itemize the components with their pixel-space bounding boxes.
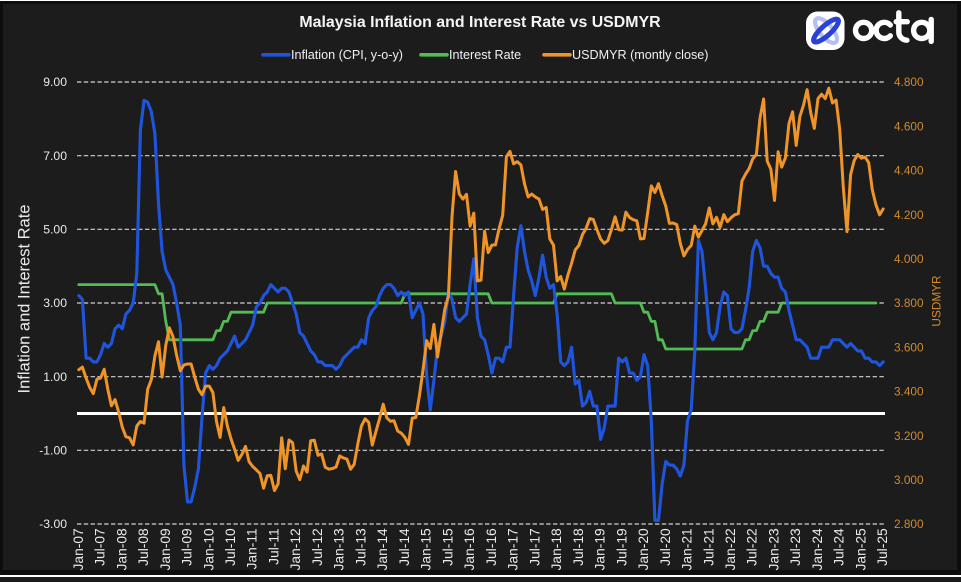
svg-text:Jul-19: Jul-19 <box>614 528 629 566</box>
svg-text:4.800: 4.800 <box>894 75 924 89</box>
svg-text:Jul-20: Jul-20 <box>658 528 673 566</box>
svg-text:5.00: 5.00 <box>43 223 67 237</box>
svg-text:Jan-13: Jan-13 <box>332 528 347 571</box>
svg-text:Interest Rate: Interest Rate <box>449 48 521 62</box>
svg-text:Jan-22: Jan-22 <box>723 528 738 570</box>
svg-text:2.800: 2.800 <box>894 517 924 531</box>
svg-text:Jan-08: Jan-08 <box>114 528 129 571</box>
svg-text:Jul-13: Jul-13 <box>353 528 368 566</box>
svg-text:Inflation (CPI, y-o-y): Inflation (CPI, y-o-y) <box>291 48 403 62</box>
svg-text:Jan-11: Jan-11 <box>245 528 260 569</box>
svg-text:4.000: 4.000 <box>894 252 924 266</box>
svg-text:Jul-15: Jul-15 <box>440 528 455 566</box>
svg-text:9.00: 9.00 <box>43 75 67 89</box>
svg-text:4.200: 4.200 <box>894 208 924 222</box>
svg-text:Jan-16: Jan-16 <box>462 528 477 571</box>
svg-text:3.800: 3.800 <box>894 296 924 310</box>
svg-text:Jul-16: Jul-16 <box>484 528 499 566</box>
svg-text:3.600: 3.600 <box>894 340 924 354</box>
svg-text:Jul-21: Jul-21 <box>701 528 716 566</box>
svg-text:Jan-15: Jan-15 <box>419 528 434 571</box>
svg-text:Jul-12: Jul-12 <box>310 528 325 566</box>
svg-text:-3.00: -3.00 <box>39 517 67 531</box>
svg-text:Jul-11: Jul-11 <box>267 528 282 565</box>
svg-text:Jan-10: Jan-10 <box>201 528 216 571</box>
svg-text:Jan-19: Jan-19 <box>593 528 608 571</box>
svg-text:Jan-14: Jan-14 <box>375 528 390 571</box>
svg-text:USDMYR: USDMYR <box>930 275 944 326</box>
svg-text:3.200: 3.200 <box>894 429 924 443</box>
svg-text:Jan-20: Jan-20 <box>636 528 651 571</box>
svg-text:Jan-18: Jan-18 <box>549 528 564 571</box>
svg-text:4.600: 4.600 <box>894 119 924 133</box>
svg-text:Jan-17: Jan-17 <box>506 528 521 570</box>
svg-text:3.00: 3.00 <box>43 296 67 310</box>
svg-text:Malaysia Inflation and Interes: Malaysia Inflation and Interest Rate vs … <box>299 14 661 31</box>
svg-text:4.400: 4.400 <box>894 164 924 178</box>
svg-text:USDMYR (montly close): USDMYR (montly close) <box>572 48 708 62</box>
svg-text:-1.00: -1.00 <box>39 444 67 458</box>
svg-text:Jul-23: Jul-23 <box>788 528 803 566</box>
svg-text:Jul-25: Jul-25 <box>875 528 890 566</box>
svg-text:Jul-14: Jul-14 <box>397 528 412 566</box>
svg-text:Jan-21: Jan-21 <box>680 528 695 570</box>
svg-text:Jul-18: Jul-18 <box>571 528 586 566</box>
svg-text:Jul-10: Jul-10 <box>223 528 238 566</box>
svg-text:Jul-17: Jul-17 <box>527 528 542 566</box>
svg-text:Jul-07: Jul-07 <box>93 528 108 566</box>
svg-text:Jan-23: Jan-23 <box>767 528 782 571</box>
svg-text:Jul-22: Jul-22 <box>745 528 760 566</box>
svg-text:Jan-24: Jan-24 <box>810 528 825 571</box>
svg-text:3.000: 3.000 <box>894 473 924 487</box>
svg-text:Jan-09: Jan-09 <box>158 528 173 571</box>
svg-text:1.00: 1.00 <box>43 370 67 384</box>
svg-text:Jan-25: Jan-25 <box>853 528 868 571</box>
svg-text:Jan-07: Jan-07 <box>71 528 86 570</box>
svg-text:7.00: 7.00 <box>43 149 67 163</box>
svg-text:Jul-24: Jul-24 <box>832 528 847 566</box>
svg-text:3.400: 3.400 <box>894 385 924 399</box>
svg-text:Jul-09: Jul-09 <box>180 528 195 566</box>
svg-text:Jul-08: Jul-08 <box>136 528 151 566</box>
svg-text:Inflation and Interest Rate: Inflation and Interest Rate <box>16 205 34 394</box>
svg-text:Jan-12: Jan-12 <box>288 528 303 570</box>
